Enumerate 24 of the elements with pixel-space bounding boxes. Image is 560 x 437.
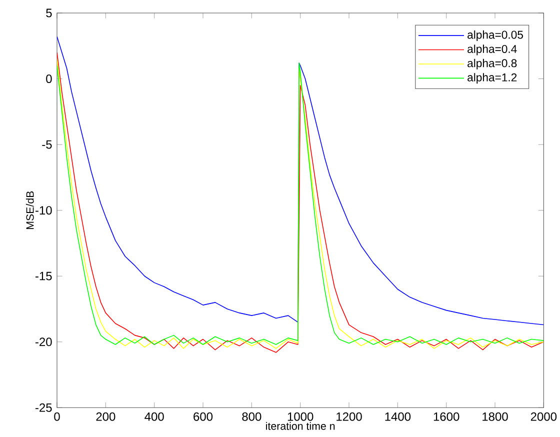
y-tick-label: -15 [35,272,52,280]
legend-label: alpha=0.4 [468,44,517,56]
y-tick-label: -5 [42,140,52,149]
y-axis-title: MSE/dB [26,191,34,230]
x-tick-label: 1400 [385,412,411,421]
x-tick-label: 1800 [482,412,508,421]
x-axis-title: iteration time n [266,422,335,430]
y-tick-label: 5 [46,8,52,18]
legend-label: alpha=0.8 [468,58,517,70]
y-tick-label: -10 [35,206,52,215]
y-tick-label: 0 [46,74,52,84]
legend-label: alpha=1.2 [468,73,517,84]
x-tick-label: 1000 [288,412,314,421]
legend-label: alpha=0.05 [468,30,523,41]
y-tick-label: -20 [35,338,52,346]
x-tick-label: 0 [54,412,60,421]
x-tick-label: 1200 [336,412,362,421]
x-tick-label: 800 [242,412,262,421]
x-tick-label: 600 [194,412,213,421]
x-tick-label: 400 [144,412,164,421]
x-tick-label: 200 [96,412,116,421]
y-tick-label: -25 [35,403,52,412]
x-tick-label: 1600 [434,412,460,421]
x-tick-label: 2000 [530,412,557,421]
